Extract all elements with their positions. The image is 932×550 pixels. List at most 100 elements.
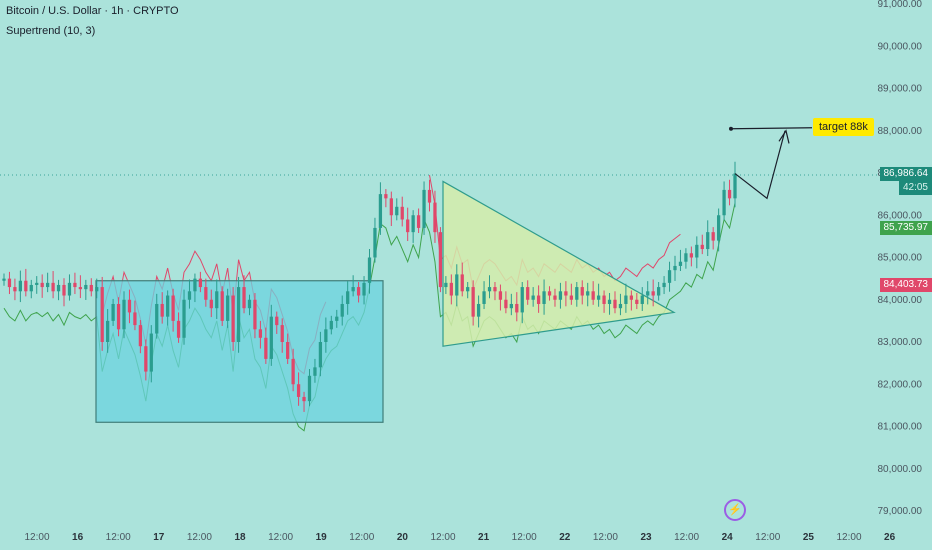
candle-body — [580, 287, 584, 296]
candle-body — [166, 295, 170, 317]
candle-body — [493, 287, 497, 292]
candle-body — [56, 284, 61, 292]
candle-body — [264, 337, 268, 359]
candle-body — [547, 291, 552, 296]
candle-body — [313, 367, 317, 376]
candle-body — [242, 287, 246, 309]
candle-body — [275, 316, 279, 326]
candle-body — [209, 299, 213, 309]
target-label[interactable]: target 88k — [813, 118, 874, 136]
candle-body — [476, 303, 481, 317]
candle-body — [247, 299, 252, 309]
candle-body — [564, 291, 568, 296]
candle-body — [515, 303, 519, 313]
y-tick-label: 91,000.00 — [878, 0, 923, 10]
candle-body — [389, 198, 393, 216]
candle-body — [618, 303, 623, 309]
candle-body — [416, 215, 421, 228]
x-tick-label: 19 — [316, 532, 328, 543]
candle-body — [706, 232, 710, 250]
candle-body — [2, 278, 6, 281]
x-tick-label: 25 — [803, 532, 815, 543]
y-tick-label: 84,000.00 — [878, 295, 923, 306]
y-tick-label: 83,000.00 — [878, 337, 923, 348]
candle-body — [106, 320, 110, 342]
x-tick-label: 12:00 — [24, 532, 49, 543]
indicator-label[interactable]: Supertrend (10, 3) — [6, 25, 96, 37]
y-tick-label: 85,000.00 — [878, 253, 923, 264]
candle-body — [95, 287, 99, 292]
candle-body — [46, 282, 50, 288]
x-tick-label: 23 — [640, 532, 652, 543]
candle-body — [531, 295, 535, 300]
candle-body — [318, 342, 323, 368]
projection-path — [734, 130, 786, 200]
candle-body — [656, 287, 661, 296]
y-tick-label: 79,000.00 — [878, 506, 923, 517]
tradingview-logo-icon[interactable]: ⚡ — [724, 499, 746, 521]
candle-body — [558, 291, 563, 300]
candle-body — [542, 291, 546, 304]
candle-body — [646, 291, 650, 296]
x-tick-label: 12:00 — [106, 532, 131, 543]
candle-body — [667, 270, 672, 283]
candle-body — [35, 282, 39, 285]
candle-body — [362, 282, 366, 296]
x-axis: 12:00 16 12:00 17 12:00 18 12:00 19 12:00 20 12:00… — [24, 532, 895, 543]
candle-body — [258, 329, 263, 338]
x-tick-label: 12:00 — [268, 532, 293, 543]
candle-body — [575, 287, 579, 300]
candle-body — [733, 173, 737, 199]
y-tick-label: 89,000.00 — [878, 84, 923, 95]
candle-body — [329, 320, 333, 330]
candle-body — [651, 291, 655, 296]
candle-body — [509, 303, 513, 309]
candle-body — [67, 282, 72, 296]
y-tick-label: 88,000.00 — [878, 126, 923, 137]
candle-body — [695, 244, 699, 258]
candle-body — [356, 287, 361, 296]
candle-body — [504, 299, 508, 309]
candle-body — [340, 303, 344, 317]
candle-body — [269, 316, 273, 359]
candle-body — [498, 291, 503, 300]
candle-body — [569, 295, 573, 300]
candle-body — [62, 284, 66, 296]
candle-body — [678, 261, 683, 266]
candle-body — [307, 375, 312, 402]
candle-body — [373, 227, 377, 258]
candle-body — [84, 284, 88, 290]
candle-body — [40, 282, 44, 288]
candle-body — [346, 291, 350, 304]
current-price-tag: 86,986.64 — [879, 167, 932, 181]
x-tick-label: 17 — [153, 532, 165, 543]
candle-body — [155, 303, 159, 334]
candle-body — [215, 291, 219, 309]
candle-body — [716, 215, 721, 241]
y-tick-label: 90,000.00 — [878, 41, 923, 52]
target-line-anchor — [729, 126, 733, 131]
candle-body — [536, 295, 541, 304]
x-tick-label: 12:00 — [187, 532, 212, 543]
candle-body — [171, 295, 175, 321]
candle-body — [607, 299, 612, 304]
candle-body — [411, 215, 415, 233]
x-tick-label: 12:00 — [512, 532, 537, 543]
candle-body — [444, 282, 448, 288]
candle-body — [455, 274, 459, 296]
candle-body — [7, 278, 12, 288]
candle-body — [673, 265, 677, 271]
candle-body — [438, 232, 443, 288]
x-tick-label: 12:00 — [674, 532, 699, 543]
candle-body — [116, 303, 121, 330]
candle-body — [596, 295, 601, 300]
candle-body — [198, 278, 203, 288]
candle-body — [487, 287, 492, 292]
x-tick-label: 26 — [884, 532, 896, 543]
candle-body — [591, 291, 595, 300]
candle-body — [24, 280, 28, 292]
projection-arrow — [729, 126, 813, 200]
candle-body — [466, 287, 470, 292]
candle-body — [138, 325, 143, 347]
